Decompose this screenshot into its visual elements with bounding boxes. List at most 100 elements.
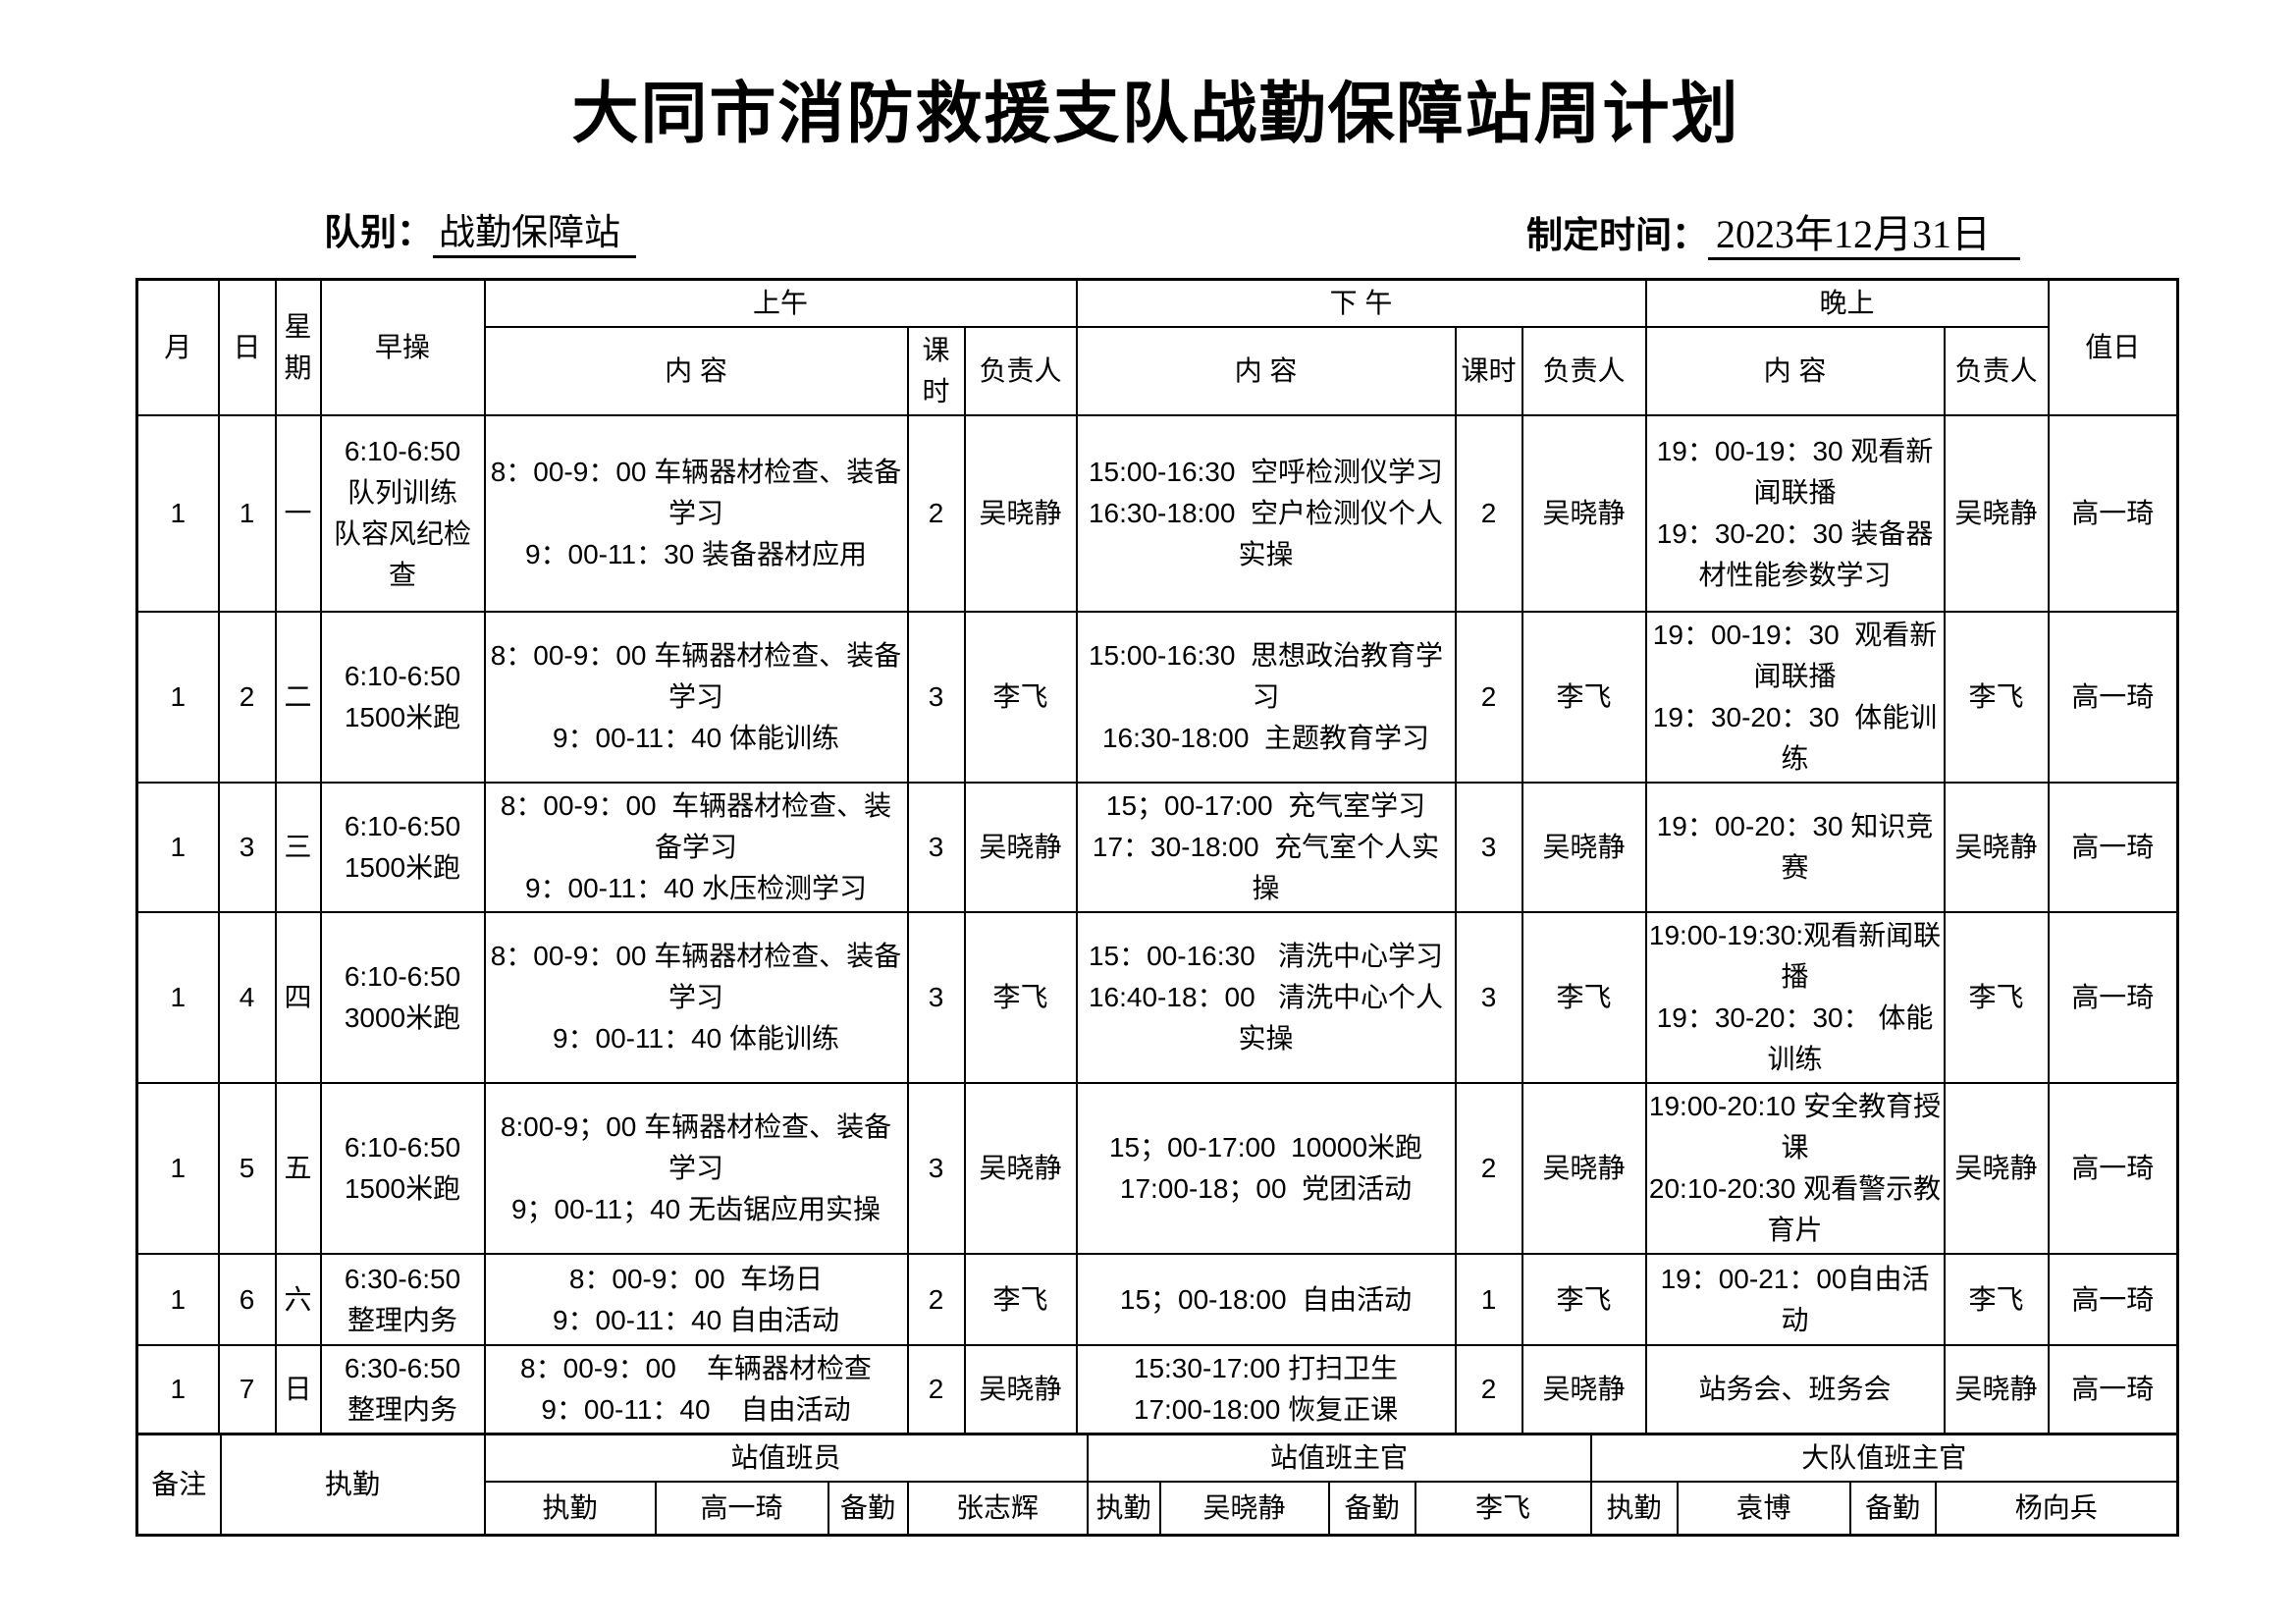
cell-am-leader: 吴晓静 [963, 1344, 1078, 1435]
cell-pm-hours: 1 [1454, 1253, 1523, 1346]
cell-duty: 高一琦 [2047, 611, 2179, 784]
header-am-hours: 课时 [906, 326, 966, 416]
cell-pm-leader: 吴晓静 [1521, 1082, 1647, 1255]
header-evening: 晚上 [1644, 278, 2050, 328]
header-evening-content: 内 容 [1644, 326, 1946, 416]
tables-container: 月 日 星期 早操 上午 下 午 晚上 值日 内 容 课时 负责人 内 容 课时… [135, 278, 2180, 1537]
cell-duty: 高一琦 [2047, 911, 2179, 1084]
footer-table: 备注 执勤 站值班员 站值班主官 大队值班主官 执勤 高一琦 备勤 张志辉 执勤… [135, 1433, 2180, 1537]
cell-day: 1 [217, 414, 277, 613]
table-row: 1 2 二 6:10-6:50 1500米跑 8：00-9：00 车辆器材检查、… [135, 611, 2179, 784]
cell-pm-content: 15；00-18:00 自由活动 [1075, 1253, 1457, 1346]
cell-weekday: 三 [274, 782, 322, 913]
cell-duty: 高一琦 [2047, 1082, 2179, 1255]
cell-pm-hours: 3 [1454, 782, 1523, 913]
cell-month: 1 [135, 1082, 220, 1255]
cell-pm-content: 15:30-17:00 打扫卫生 17:00-18:00 恢复正课 [1075, 1344, 1457, 1435]
header-weekday: 星期 [274, 278, 322, 416]
header-pm: 下 午 [1075, 278, 1647, 328]
table-row: 1 3 三 6:10-6:50 1500米跑 8：00-9：00 车辆器材检查、… [135, 782, 2179, 913]
duty-section-label: 执勤 [219, 1433, 486, 1536]
cell-pm-content: 15；00-17:00 充气室学习 17：30-18:00 充气室个人实操 [1075, 782, 1457, 913]
cell-evening-leader: 吴晓静 [1943, 414, 2050, 613]
cell-morning-exercise: 6:10-6:50 1500米跑 [319, 782, 486, 913]
duty-label: 执勤 [1589, 1481, 1679, 1536]
header-evening-leader: 负责人 [1943, 326, 2050, 416]
cell-pm-content: 15；00-17:00 10000米跑 17:00-18；00 党团活动 [1075, 1082, 1457, 1255]
cell-morning-exercise: 6:10-6:50 1500米跑 [319, 611, 486, 784]
standby-label: 备勤 [1327, 1481, 1416, 1536]
cell-am-content: 8：00-9：00 车场日 9：00-11：40 自由活动 [483, 1253, 909, 1346]
cell-evening-content: 19：00-20：30 知识竞赛 [1644, 782, 1946, 913]
cell-evening-leader: 李飞 [1943, 611, 2050, 784]
cell-pm-leader: 李飞 [1521, 611, 1647, 784]
header-row-2: 内 容 课时 负责人 内 容 课时 负责人 内 容 负责人 [137, 326, 2178, 416]
cell-weekday: 五 [274, 1082, 322, 1255]
cell-evening-content: 19:00-20:10 安全教育授课 20:10-20:30 观看警示教育片 [1644, 1082, 1946, 1255]
header-row-1: 月 日 星期 早操 上午 下 午 晚上 值日 [135, 278, 2179, 416]
group-title-brigade-duty-officer: 大队值班主官 [1589, 1433, 2179, 1483]
cell-am-hours: 3 [906, 911, 966, 1084]
unit-group: 队别： 战勤保障站 [324, 202, 636, 258]
cell-weekday: 二 [274, 611, 322, 784]
cell-evening-content: 站务会、班务会 [1644, 1344, 1946, 1435]
table-row: 1 5 五 6:10-6:50 1500米跑 8:00-9；00 车辆器材检查、… [135, 1082, 2179, 1255]
cell-morning-exercise: 6:30-6:50 整理内务 [319, 1253, 486, 1346]
cell-am-content: 8：00-9：00 车辆器材检查、装备学习 9：00-11：40 体能训练 [483, 611, 909, 784]
standby-label: 备勤 [827, 1481, 909, 1536]
cell-pm-hours: 3 [1454, 911, 1523, 1084]
table-row: 1 7 日 6:30-6:50 整理内务 8：00-9：00 车辆器材检查 9：… [135, 1344, 2179, 1435]
cell-day: 2 [217, 611, 277, 784]
cell-am-content: 8：00-9：00 车辆器材检查、装备学习 9：00-11：30 装备器材应用 [483, 414, 909, 613]
table-row: 1 4 四 6:10-6:50 3000米跑 8：00-9：00 车辆器材检查、… [135, 911, 2179, 1084]
cell-am-hours: 3 [906, 611, 966, 784]
cell-morning-exercise: 6:10-6:50 队列训练 队容风纪检查 [319, 414, 486, 613]
duty-name: 高一琦 [654, 1481, 829, 1536]
cell-pm-content: 15:00-16:30 思想政治教育学习 16:30-18:00 主题教育学习 [1075, 611, 1457, 784]
cell-am-content: 8：00-9：00 车辆器材检查、装备学习 9：00-11：40 体能训练 [483, 911, 909, 1084]
cell-month: 1 [135, 414, 220, 613]
table-row: 1 1 一 6:10-6:50 队列训练 队容风纪检查 8：00-9：00 车辆… [135, 414, 2179, 613]
cell-pm-content: 15：00-16:30 清洗中心学习 16:40-18：00 清洗中心个人实操 [1075, 911, 1457, 1084]
cell-morning-exercise: 6:30-6:50 整理内务 [319, 1344, 486, 1435]
duty-label: 执勤 [1086, 1481, 1161, 1536]
footer-header-row: 备注 执勤 站值班员 站值班主官 大队值班主官 [135, 1433, 2179, 1536]
cell-pm-hours: 2 [1454, 1344, 1523, 1435]
cell-day: 7 [217, 1344, 277, 1435]
cell-evening-leader: 吴晓静 [1943, 1344, 2050, 1435]
cell-month: 1 [135, 911, 220, 1084]
date-label: 制定时间： [1526, 215, 1708, 255]
header-pm-content: 内 容 [1075, 326, 1457, 416]
cell-morning-exercise: 6:10-6:50 3000米跑 [319, 911, 486, 1084]
cell-month: 1 [135, 611, 220, 784]
header-am-leader: 负责人 [963, 326, 1078, 416]
cell-pm-leader: 吴晓静 [1521, 782, 1647, 913]
header-pm-leader: 负责人 [1521, 326, 1647, 416]
unit-label: 队别： [324, 212, 433, 252]
cell-pm-leader: 李飞 [1521, 1253, 1647, 1346]
cell-am-leader: 吴晓静 [963, 1082, 1078, 1255]
cell-pm-hours: 2 [1454, 611, 1523, 784]
page-title: 大同市消防救援支队战勤保障站周计划 [571, 77, 1740, 151]
cell-am-hours: 2 [906, 414, 966, 613]
cell-month: 1 [135, 782, 220, 913]
group-title-station-duty-officer: 站值班主官 [1086, 1433, 1592, 1483]
standby-label: 备勤 [1848, 1481, 1937, 1536]
cell-weekday: 一 [274, 414, 322, 613]
cell-month: 1 [135, 1253, 220, 1346]
standby-name: 李飞 [1414, 1481, 1592, 1536]
cell-duty: 高一琦 [2047, 1344, 2179, 1435]
duty-name: 吴晓静 [1158, 1481, 1330, 1536]
standby-name: 杨向兵 [1934, 1481, 2179, 1536]
cell-am-content: 8：00-9：00 车辆器材检查 9：00-11：40 自由活动 [483, 1344, 909, 1435]
cell-am-content: 8：00-9：00 车辆器材检查、装备学习 9：00-11：40 水压检测学习 [483, 782, 909, 913]
cell-day: 4 [217, 911, 277, 1084]
cell-am-leader: 李飞 [963, 1253, 1078, 1346]
cell-day: 5 [217, 1082, 277, 1255]
cell-evening-content: 19：00-21：00自由活动 [1644, 1253, 1946, 1346]
cell-duty: 高一琦 [2047, 782, 2179, 913]
cell-evening-content: 19：00-19：30 观看新闻联播 19：30-20：30 体能训练 [1644, 611, 1946, 784]
header-am-content: 内 容 [483, 326, 909, 416]
cell-am-leader: 吴晓静 [963, 414, 1078, 613]
